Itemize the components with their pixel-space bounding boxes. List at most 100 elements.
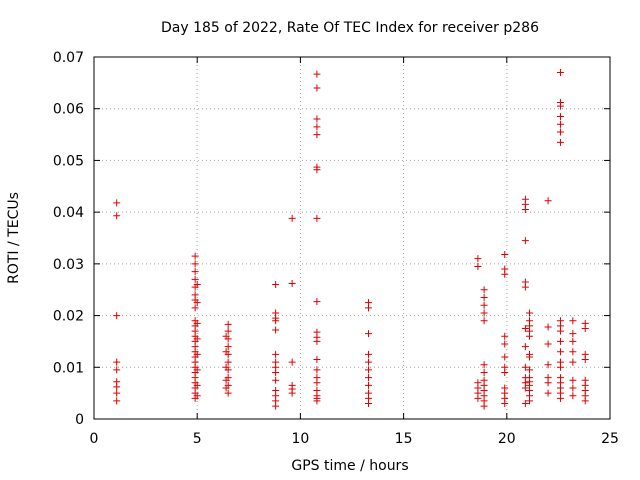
data-point bbox=[191, 268, 199, 276]
data-point bbox=[501, 332, 509, 340]
data-point bbox=[224, 343, 232, 351]
data-point bbox=[272, 326, 280, 334]
data-point bbox=[569, 392, 577, 400]
data-point bbox=[556, 102, 564, 110]
data-point bbox=[521, 343, 529, 351]
data-point bbox=[313, 123, 321, 131]
data-point bbox=[474, 394, 482, 402]
data-point bbox=[526, 353, 534, 361]
data-point bbox=[272, 317, 280, 325]
data-point bbox=[113, 199, 121, 207]
data-point bbox=[544, 197, 552, 205]
y-tick-label: 0.07 bbox=[53, 50, 84, 66]
data-point bbox=[224, 320, 232, 328]
data-points bbox=[113, 69, 589, 410]
data-point bbox=[313, 356, 321, 364]
data-point bbox=[365, 358, 373, 366]
data-point bbox=[556, 120, 564, 128]
data-point bbox=[191, 304, 199, 312]
data-point bbox=[544, 389, 552, 397]
data-point bbox=[569, 384, 577, 392]
data-point bbox=[272, 376, 280, 384]
data-point bbox=[581, 356, 589, 364]
data-point bbox=[501, 251, 509, 259]
data-point bbox=[501, 270, 509, 278]
data-point bbox=[569, 337, 577, 345]
data-point bbox=[191, 252, 199, 260]
data-point bbox=[365, 350, 373, 358]
y-tick-label: 0.01 bbox=[53, 360, 84, 376]
data-point bbox=[313, 366, 321, 374]
data-point bbox=[474, 255, 482, 263]
data-point bbox=[480, 293, 488, 301]
data-point bbox=[480, 286, 488, 294]
x-axis-label: GPS time / hours bbox=[291, 458, 408, 474]
data-point bbox=[191, 260, 199, 268]
data-point bbox=[224, 358, 232, 366]
data-point bbox=[556, 348, 564, 356]
data-point bbox=[521, 384, 529, 392]
chart-title: Day 185 of 2022, Rate Of TEC Index for r… bbox=[161, 20, 539, 36]
x-tick-label: 0 bbox=[90, 431, 99, 447]
data-point bbox=[521, 399, 529, 407]
data-point bbox=[569, 330, 577, 338]
y-tick-label: 0.06 bbox=[53, 102, 84, 118]
data-point bbox=[501, 340, 509, 348]
data-point bbox=[288, 280, 296, 288]
data-point bbox=[113, 366, 121, 374]
data-point bbox=[480, 309, 488, 317]
data-point bbox=[365, 399, 373, 407]
data-point bbox=[365, 330, 373, 338]
x-tick-label: 15 bbox=[395, 431, 413, 447]
data-point bbox=[193, 319, 201, 327]
data-point bbox=[313, 397, 321, 405]
data-point bbox=[521, 363, 529, 371]
data-point bbox=[313, 379, 321, 387]
data-point bbox=[193, 350, 201, 358]
data-point bbox=[521, 325, 529, 332]
data-point bbox=[521, 206, 529, 214]
data-point bbox=[313, 131, 321, 139]
data-point bbox=[193, 335, 201, 343]
data-point bbox=[113, 312, 121, 320]
data-point bbox=[501, 353, 509, 361]
plot-frame bbox=[93, 56, 611, 420]
data-point bbox=[556, 128, 564, 136]
y-tick-label: 0.02 bbox=[53, 309, 84, 325]
data-point bbox=[193, 381, 201, 389]
data-point bbox=[113, 212, 121, 220]
data-point bbox=[480, 301, 488, 309]
data-point bbox=[556, 394, 564, 402]
data-point bbox=[222, 376, 230, 384]
data-point bbox=[313, 70, 321, 78]
data-point bbox=[556, 337, 564, 345]
y-tick-label: 0.04 bbox=[53, 205, 84, 221]
data-point bbox=[272, 402, 280, 410]
data-point bbox=[224, 389, 232, 397]
data-point bbox=[501, 368, 509, 376]
grid bbox=[94, 57, 610, 419]
data-point bbox=[222, 348, 230, 356]
data-point bbox=[569, 376, 577, 384]
data-point bbox=[288, 214, 296, 222]
data-point bbox=[313, 115, 321, 123]
data-point bbox=[365, 304, 373, 312]
y-axis-label: ROTI / TECUs bbox=[6, 192, 22, 284]
data-point bbox=[222, 363, 230, 371]
data-point bbox=[556, 363, 564, 371]
data-point bbox=[313, 166, 321, 174]
data-point bbox=[113, 389, 121, 397]
data-point bbox=[365, 366, 373, 374]
data-point bbox=[556, 327, 564, 335]
data-point bbox=[569, 358, 577, 366]
data-point bbox=[581, 325, 589, 332]
data-point bbox=[272, 281, 280, 289]
data-point bbox=[526, 397, 534, 405]
data-point bbox=[521, 283, 529, 291]
data-point bbox=[222, 384, 230, 392]
data-point bbox=[526, 332, 534, 340]
data-point bbox=[521, 237, 529, 245]
data-point bbox=[569, 348, 577, 356]
data-point bbox=[526, 309, 534, 317]
